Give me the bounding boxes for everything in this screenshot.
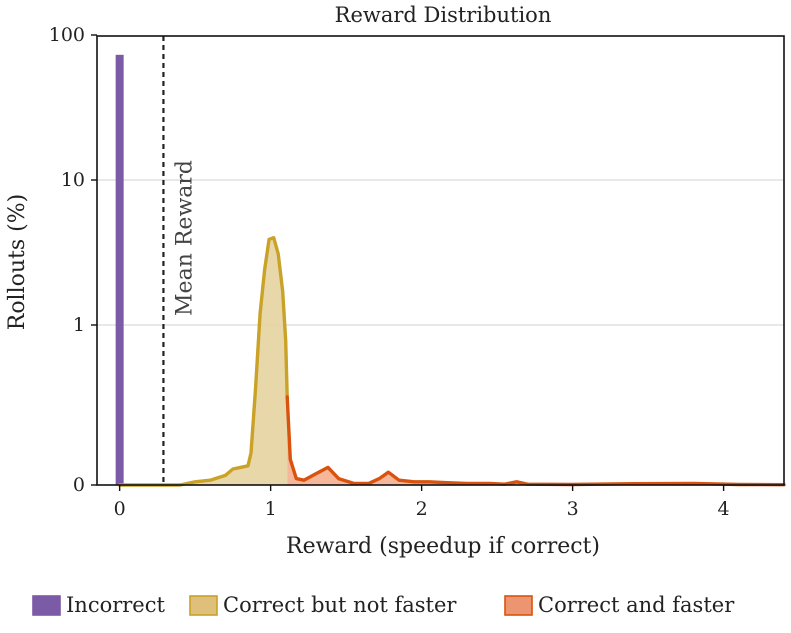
x-axis-label: Reward (speedup if correct)	[286, 534, 600, 559]
series-bars	[115, 54, 124, 486]
chart-title: Reward Distribution	[335, 3, 552, 27]
plot-frame	[96, 35, 785, 486]
mean-reward-label: Mean Reward	[172, 160, 197, 316]
mean-reward-marker: Mean Reward	[162, 36, 197, 485]
gridlines	[97, 179, 784, 326]
legend-label-0: Incorrect	[66, 593, 165, 617]
legend-swatch-1	[189, 595, 218, 616]
line-0	[117, 236, 289, 487]
y-axis-ticks: 0 1 10 100	[49, 24, 97, 496]
legend: Incorrect Correct but not faster Correct a…	[32, 593, 735, 617]
series-lines	[117, 236, 786, 487]
area-0	[119, 237, 288, 485]
y-axis-label: Rollouts (%)	[5, 194, 30, 331]
x-tick-label: 1	[265, 498, 277, 520]
x-tick-label: 4	[718, 498, 730, 520]
y-tick-label: 0	[73, 474, 85, 496]
legend-label-1: Correct but not faster	[223, 593, 457, 617]
y-tick-label: 100	[49, 24, 85, 46]
x-tick-label: 0	[114, 498, 126, 520]
bar-incorrect	[115, 54, 124, 486]
series-areas	[119, 237, 784, 485]
legend-label-2: Correct and faster	[538, 593, 735, 617]
x-axis-ticks: 0 1 2 3 4	[114, 485, 730, 520]
y-tick-label: 1	[73, 314, 85, 336]
area-1	[287, 397, 784, 485]
line-1	[285, 395, 786, 487]
x-tick-label: 2	[416, 498, 428, 520]
legend-swatch-0	[32, 595, 61, 616]
y-tick-label: 10	[61, 169, 85, 191]
legend-swatch-2	[504, 595, 533, 616]
x-tick-label: 3	[567, 498, 579, 520]
